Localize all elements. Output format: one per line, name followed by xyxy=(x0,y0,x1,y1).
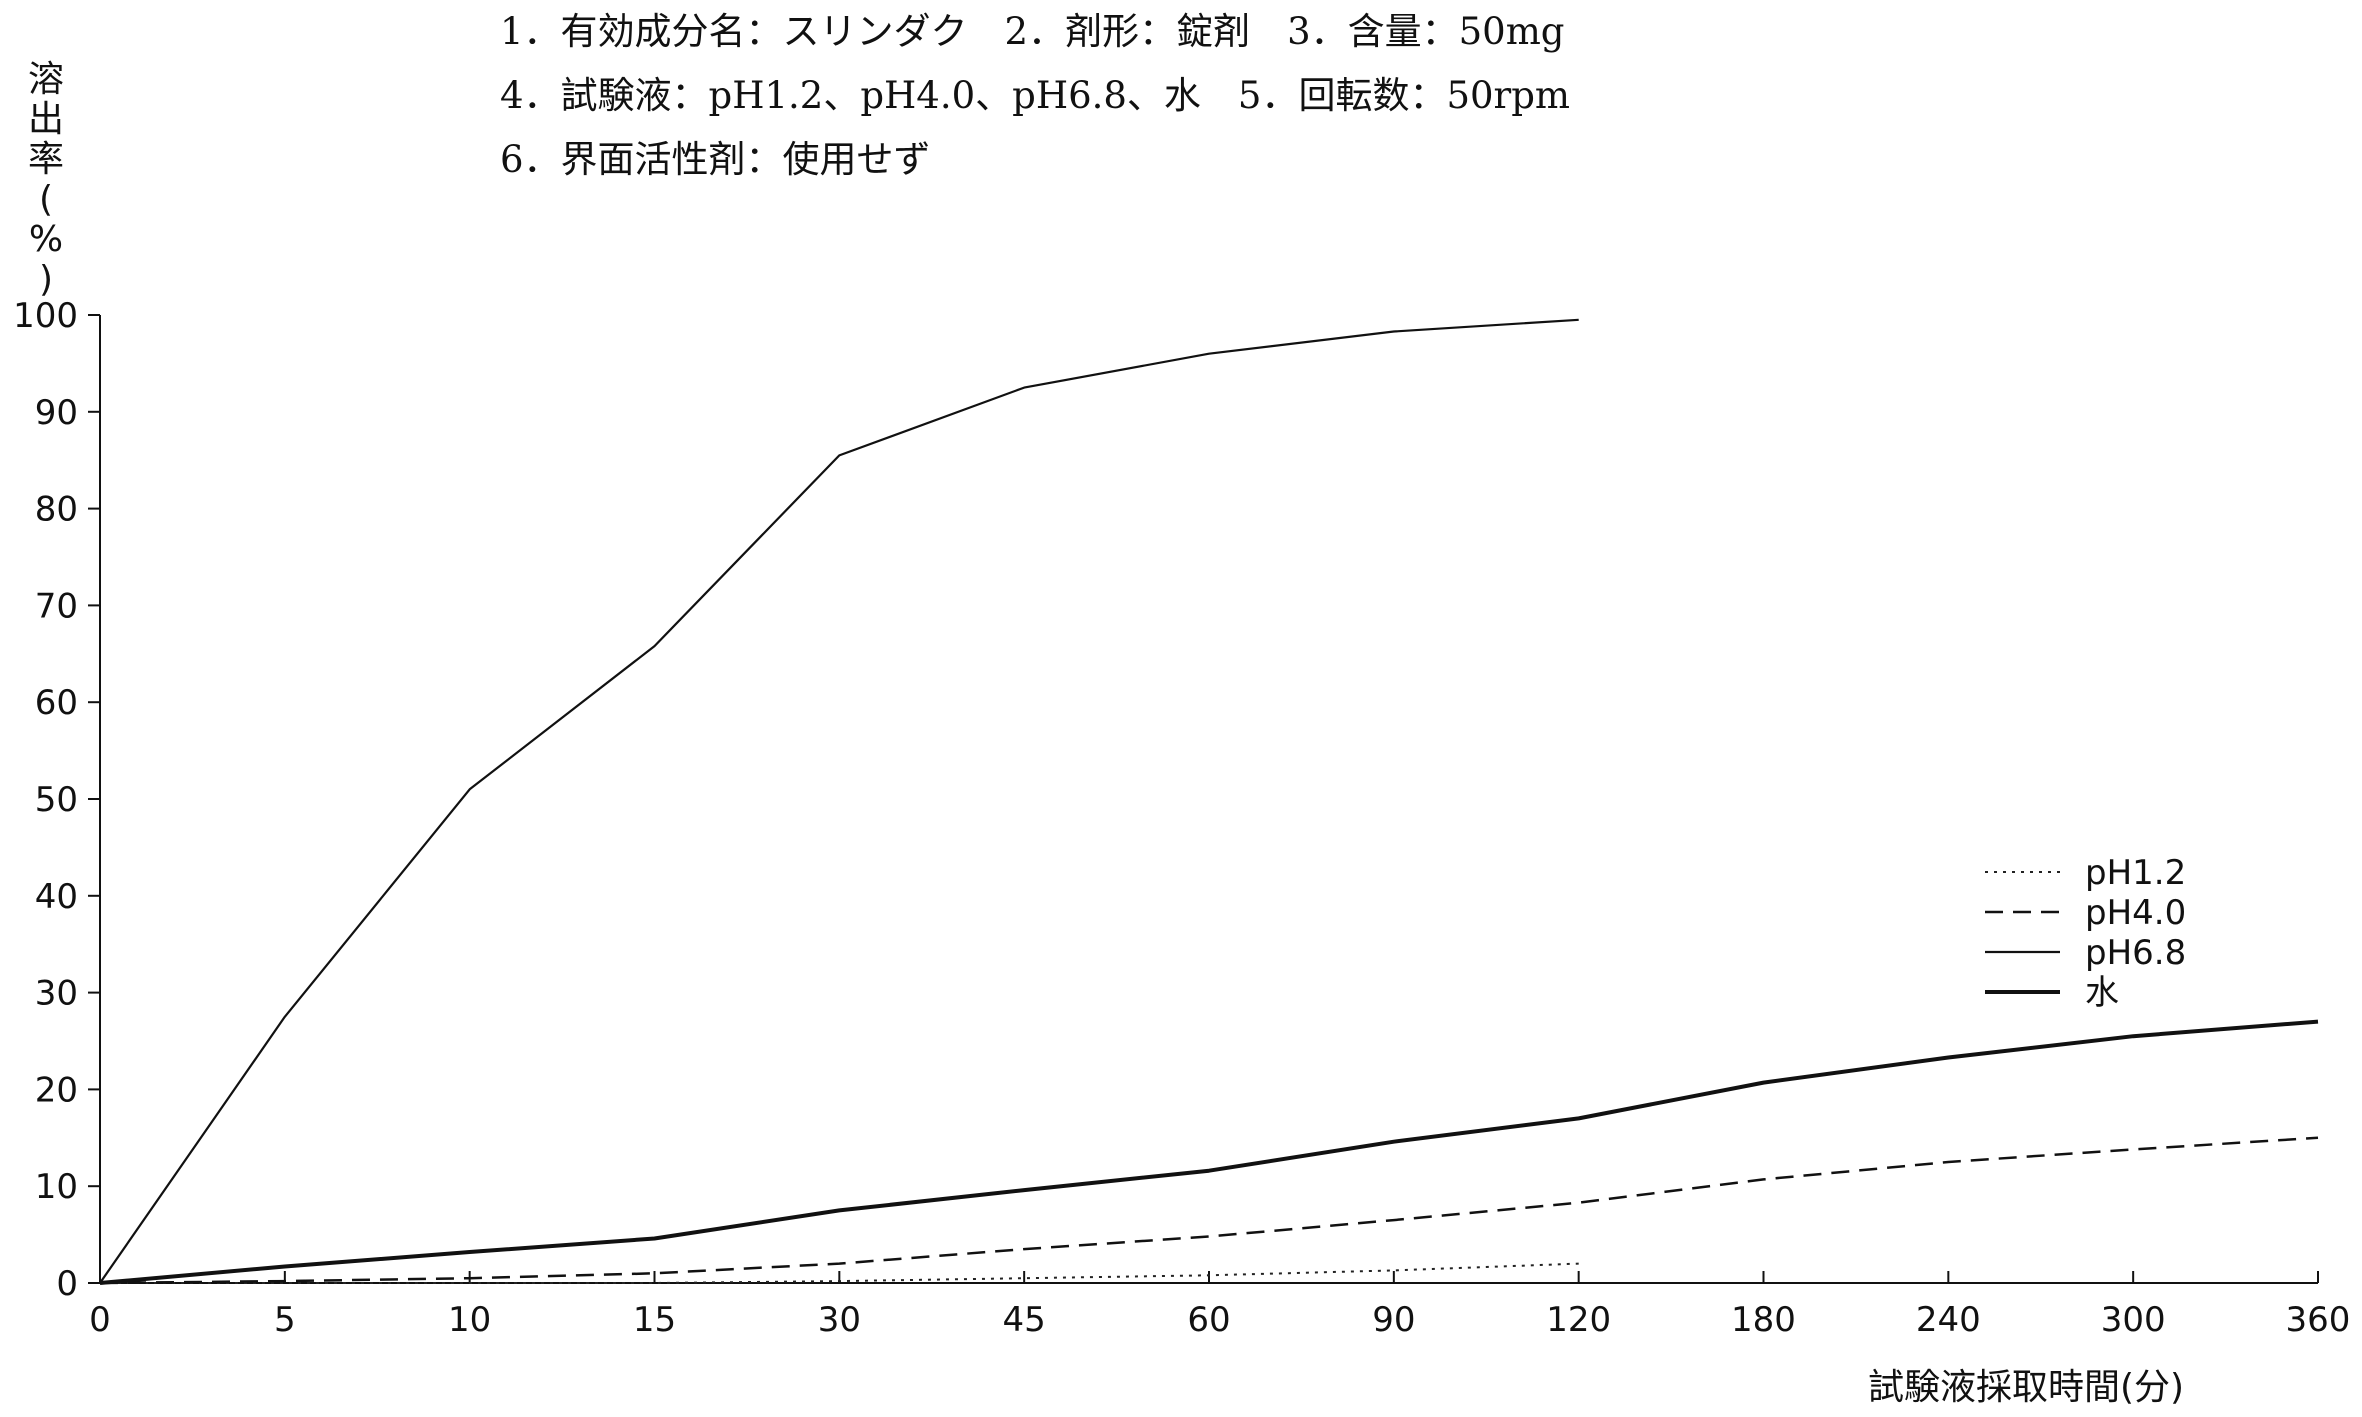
header-line-2: 4．試験液：pH1.2、pH4.0、pH6.8、水 5．回転数：50rpm xyxy=(500,74,1570,117)
x-tick-label: 90 xyxy=(1372,1300,1415,1340)
y-tick-label: 90 xyxy=(35,393,78,433)
y-tick-label: 40 xyxy=(35,877,78,917)
x-tick-label: 240 xyxy=(1916,1300,1981,1340)
header-line-3: 6．界面活性剤：使用せず xyxy=(500,138,931,181)
x-tick-label: 0 xyxy=(89,1300,111,1340)
series-line-pH4.0 xyxy=(99,1136,2319,1285)
chart-header: 1．有効成分名：スリンダク 2．剤形：錠剤 3．含量：50mg 4．試験液：pH… xyxy=(500,0,1570,192)
y-axis-label-char: 率 xyxy=(27,139,64,180)
x-tick-label: 30 xyxy=(818,1300,861,1340)
x-axis-label: 試験液採取時間(分) xyxy=(1868,1367,2185,1408)
y-tick-label: 100 xyxy=(13,296,78,336)
x-tick-label: 120 xyxy=(1546,1300,1611,1340)
y-axis-label-char: 溶 xyxy=(27,59,64,100)
y-tick-label: 30 xyxy=(35,974,78,1014)
legend-label: pH1.2 xyxy=(2085,853,2186,893)
y-tick-label: 20 xyxy=(35,1070,78,1110)
y-tick-label: 70 xyxy=(35,586,78,626)
y-axis-label-char: 出 xyxy=(27,99,64,140)
x-tick-label: 60 xyxy=(1187,1300,1230,1340)
legend-label: pH6.8 xyxy=(2085,933,2186,973)
x-tick-label: 10 xyxy=(448,1300,491,1340)
series-line-pH6.8 xyxy=(99,318,1579,1284)
y-tick-label: 10 xyxy=(35,1167,78,1207)
y-tick-label: 50 xyxy=(35,780,78,820)
y-tick-label: 80 xyxy=(35,490,78,530)
x-tick-label: 5 xyxy=(274,1300,296,1340)
y-tick-label: 0 xyxy=(56,1264,78,1304)
legend-label: pH4.0 xyxy=(2085,893,2186,933)
x-tick-label: 15 xyxy=(633,1300,676,1340)
x-tick-label: 45 xyxy=(1003,1300,1046,1340)
y-axis-label: 溶出率(%) xyxy=(20,60,72,300)
y-axis-label-char: ( xyxy=(38,179,54,220)
header-line-1: 1．有効成分名：スリンダク 2．剤形：錠剤 3．含量：50mg xyxy=(500,10,1565,53)
series-line-pH1.2 xyxy=(100,1262,1579,1284)
x-tick-label: 300 xyxy=(2101,1300,2166,1340)
y-axis-label-char: % xyxy=(28,219,64,260)
legend-label: 水 xyxy=(2085,973,2119,1013)
y-axis-label-char: ) xyxy=(38,259,54,300)
x-tick-label: 360 xyxy=(2286,1300,2351,1340)
series-line-水 xyxy=(99,1019,2319,1285)
y-tick-label: 60 xyxy=(35,683,78,723)
x-tick-label: 180 xyxy=(1731,1300,1796,1340)
